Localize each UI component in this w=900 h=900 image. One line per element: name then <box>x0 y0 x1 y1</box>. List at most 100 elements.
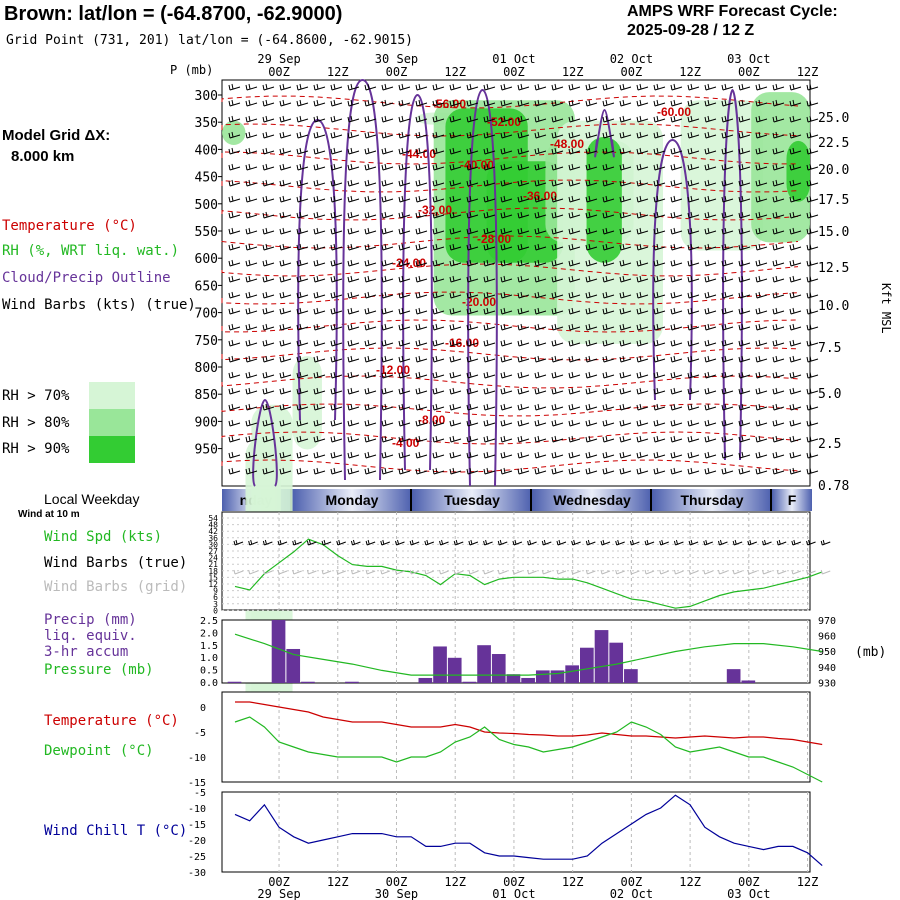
wind-barb <box>517 419 530 427</box>
wind-barb <box>585 243 598 251</box>
wind-barb <box>381 195 394 203</box>
wind-barb <box>755 179 768 187</box>
wind-barb <box>364 339 377 347</box>
wind-barb <box>313 115 326 123</box>
height-axis-label: Kft MSL <box>879 283 893 334</box>
wind-barb <box>806 259 819 267</box>
wind-barb <box>568 355 581 363</box>
wind-barb <box>653 403 666 411</box>
wind-barb <box>381 259 394 267</box>
wind-speed-tick: 0 <box>213 606 218 615</box>
wind-barb <box>279 371 292 379</box>
wind-barb <box>704 467 717 475</box>
wind-barb <box>704 259 717 267</box>
precip-bar <box>535 670 550 683</box>
wind-barb <box>670 323 683 331</box>
weekday-thursday: Thursday <box>650 489 772 511</box>
wind-barb <box>347 291 360 299</box>
rh70-swatch <box>89 382 135 409</box>
wind-barb <box>415 291 428 299</box>
cloud-outline <box>402 93 433 471</box>
wind-barb <box>670 435 683 443</box>
wind-barb <box>534 115 547 123</box>
wind-barb <box>517 467 530 475</box>
wind-barb <box>228 419 241 427</box>
wind-barb <box>789 387 802 395</box>
wind-barb <box>449 131 462 139</box>
pressure-line <box>234 633 823 676</box>
wind-barb <box>279 419 292 427</box>
wind-barb <box>415 147 428 155</box>
wind-barb <box>653 467 666 475</box>
wind-barb <box>483 131 496 139</box>
height-tick: 5.0 <box>818 387 841 402</box>
wind-barb <box>772 307 785 315</box>
dewpoint-line <box>234 716 823 783</box>
wind-barb <box>619 147 632 155</box>
wind-barb <box>772 211 785 219</box>
wind-barb <box>585 467 598 475</box>
wind-barb <box>330 339 343 347</box>
wind-barb <box>738 83 751 91</box>
precip-bar <box>433 646 447 683</box>
bottom-date-label: 01 Oct <box>492 887 535 900</box>
precip-tick: 1.5 <box>200 641 218 652</box>
wind-barb <box>789 307 802 315</box>
precip-bar <box>609 642 624 683</box>
wind-barb <box>398 355 411 363</box>
precip-bar <box>506 674 521 683</box>
pressure-tick: 550 <box>195 225 218 240</box>
wind-barb <box>704 227 717 235</box>
temp-tick: -5 <box>194 728 206 739</box>
wind-barb <box>551 243 564 251</box>
wind-barb-grid <box>395 569 405 575</box>
wind-barb-grid <box>292 569 302 575</box>
wind-barb <box>330 403 343 411</box>
wind-barb <box>313 403 326 411</box>
wind-barb-true <box>306 539 317 546</box>
wind-barb <box>483 339 496 347</box>
wind-barb <box>296 147 309 155</box>
wind-barb <box>466 259 479 267</box>
wind-barb <box>296 195 309 203</box>
wind-barb <box>670 355 683 363</box>
wind-barb <box>415 243 428 251</box>
bottom-date-label: 03 Oct <box>727 887 770 900</box>
wind-speed-tick: 6 <box>213 593 218 602</box>
wind-barb <box>687 307 700 315</box>
wind-barb <box>738 163 751 171</box>
wind-barb <box>466 131 479 139</box>
wind-barb-true <box>585 539 596 546</box>
wind-barb <box>619 339 632 347</box>
wind-barb <box>585 307 598 315</box>
wind-barb <box>602 179 615 187</box>
wind-barb <box>619 419 632 427</box>
wind-barb-true <box>644 539 655 546</box>
wind-barb <box>534 339 547 347</box>
wind-barb <box>755 323 768 331</box>
wind-barb <box>500 195 513 203</box>
wind-barb <box>653 419 666 427</box>
wind-barb <box>313 259 326 267</box>
wind-barb <box>806 115 819 123</box>
wind-barb <box>568 371 581 379</box>
wind-barb <box>500 227 513 235</box>
wind-barb <box>364 83 377 91</box>
model-grid-value: 8.000 km <box>11 148 75 165</box>
wind-barb <box>789 435 802 443</box>
wind-barb <box>738 451 751 459</box>
wind-barb <box>449 211 462 219</box>
wind-barb <box>347 387 360 395</box>
temperature-contour <box>221 179 799 193</box>
rh-region <box>292 356 322 450</box>
wind-barb <box>636 131 649 139</box>
wind-barb <box>500 451 513 459</box>
top-hour-tick: 00Z <box>738 65 760 79</box>
wind-barb <box>551 451 564 459</box>
wind-barb <box>568 323 581 331</box>
wind-barb <box>585 275 598 283</box>
wind-barb <box>806 291 819 299</box>
legend-precip: Precip (mm) <box>44 612 137 628</box>
wind-barb <box>381 83 394 91</box>
wind-barb <box>364 211 377 219</box>
